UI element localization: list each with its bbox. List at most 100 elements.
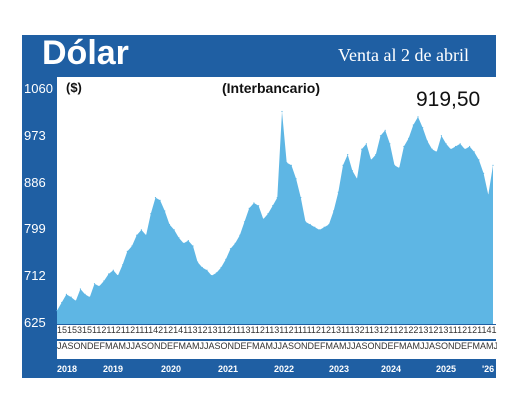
data-point xyxy=(276,197,278,199)
data-point xyxy=(286,162,288,164)
year-label: 2020 xyxy=(161,364,182,374)
data-point xyxy=(93,283,96,285)
data-point xyxy=(422,127,424,129)
data-point xyxy=(253,202,255,204)
data-point xyxy=(464,148,466,150)
data-point xyxy=(323,226,325,228)
last-value-label: 919,50 xyxy=(416,88,481,111)
year-label: 2024 xyxy=(381,364,402,374)
data-point xyxy=(379,135,382,137)
data-point xyxy=(197,261,199,263)
data-point xyxy=(450,148,452,150)
y-tick-label: 712 xyxy=(24,268,46,284)
data-point xyxy=(290,164,292,166)
data-point xyxy=(159,199,161,201)
data-point xyxy=(187,240,189,242)
data-point xyxy=(304,221,307,223)
chart-subtitle: Venta al 2 de abril xyxy=(338,45,469,65)
year-label: 2022 xyxy=(274,364,295,374)
data-point xyxy=(65,293,67,295)
data-point xyxy=(267,213,269,215)
dollar-area-series xyxy=(57,111,493,324)
chart-annotation: (Interbancario) xyxy=(222,80,321,96)
data-point xyxy=(262,218,264,220)
data-point xyxy=(154,197,157,199)
data-point xyxy=(112,269,114,271)
data-point xyxy=(492,164,494,166)
data-point xyxy=(295,178,297,180)
data-point xyxy=(436,151,438,153)
data-point xyxy=(314,226,316,228)
data-point xyxy=(469,145,471,148)
data-point xyxy=(483,172,485,174)
unit-label: ($) xyxy=(66,80,82,95)
days-axis-row: 1515315112112112111142121411312131121113… xyxy=(57,325,497,339)
year-label: '26 xyxy=(482,364,495,374)
data-point xyxy=(234,242,236,244)
data-point xyxy=(229,248,232,250)
data-point xyxy=(201,266,203,269)
data-point xyxy=(408,137,410,139)
data-point xyxy=(122,264,124,266)
data-point xyxy=(145,234,147,236)
data-point xyxy=(361,148,363,150)
data-point xyxy=(487,194,489,196)
data-point xyxy=(108,273,110,275)
data-point xyxy=(164,210,166,212)
data-point xyxy=(56,310,58,312)
data-point xyxy=(220,266,222,269)
data-point xyxy=(445,143,447,145)
data-point xyxy=(136,234,138,236)
data-point xyxy=(117,275,119,277)
data-point xyxy=(131,245,133,247)
data-point xyxy=(300,197,302,199)
data-point xyxy=(412,124,414,126)
year-label: 2023 xyxy=(329,364,350,374)
data-point xyxy=(431,148,433,150)
data-point xyxy=(173,229,175,231)
data-point xyxy=(478,159,480,161)
data-point xyxy=(370,159,372,161)
data-point xyxy=(126,250,128,252)
y-tick-label: 625 xyxy=(24,315,46,330)
data-point xyxy=(103,280,105,282)
data-point xyxy=(84,293,86,295)
data-point xyxy=(281,110,283,113)
year-label: 2025 xyxy=(436,364,457,374)
year-label: 2019 xyxy=(103,364,124,374)
data-point xyxy=(389,143,391,145)
data-point xyxy=(328,223,330,226)
data-point xyxy=(183,242,185,244)
data-point xyxy=(393,164,396,166)
months-axis-row: JASONDEFMAMJJASONDEFMAMJJASONDEFMAMJJASO… xyxy=(57,341,497,359)
data-point xyxy=(356,178,358,180)
data-point xyxy=(318,229,321,231)
y-tick-label: 886 xyxy=(24,174,46,190)
data-point xyxy=(309,223,311,226)
data-point xyxy=(440,135,442,137)
data-point xyxy=(192,245,194,247)
data-point xyxy=(75,300,77,302)
data-point xyxy=(243,221,246,223)
data-point xyxy=(351,170,353,172)
data-point xyxy=(403,145,405,148)
data-point xyxy=(365,143,367,145)
data-point xyxy=(459,143,461,145)
data-point xyxy=(347,154,349,156)
data-point xyxy=(150,213,152,215)
data-point xyxy=(239,234,241,236)
data-point xyxy=(258,205,260,207)
data-point xyxy=(272,205,274,207)
data-point xyxy=(70,296,72,298)
chart-title: Dólar xyxy=(42,34,129,72)
data-point xyxy=(61,301,63,304)
data-point xyxy=(473,151,475,153)
data-point xyxy=(215,272,217,274)
data-point xyxy=(168,223,171,226)
data-point xyxy=(384,129,386,131)
y-tick-label: 799 xyxy=(24,221,46,237)
data-point xyxy=(417,116,419,118)
data-point xyxy=(337,191,339,193)
data-point xyxy=(98,285,100,287)
